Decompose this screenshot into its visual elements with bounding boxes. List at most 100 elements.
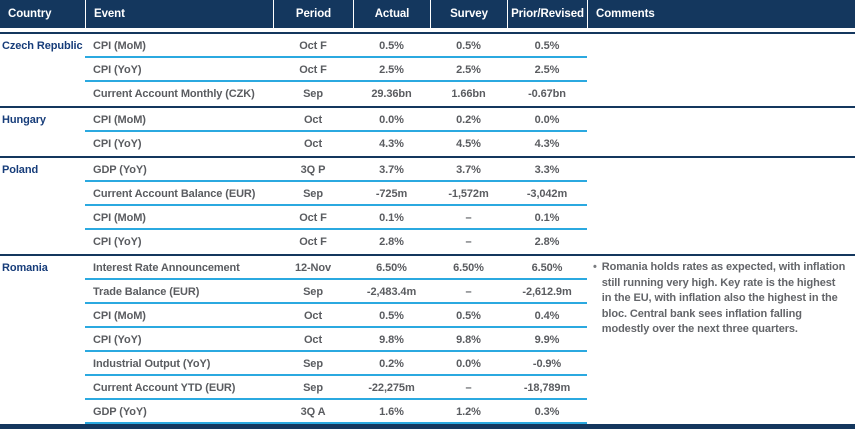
table-row: CPI (YoY) Oct 9.8% 9.8% 9.9% [0,328,855,352]
table-row: CPI (YoY) Oct F 2.5% 2.5% 2.5% [0,58,855,82]
comment-note: • Romania holds rates as expected, with i… [593,260,847,338]
event-cell: Current Account Balance (EUR) [93,188,256,200]
table-row: CPI (YoY) Oct F 2.8% – 2.8% [0,230,855,254]
actual-cell: -22,275m [368,382,415,394]
bottom-border-bar [0,424,855,429]
survey-cell: – [465,382,472,394]
country-group: Poland GDP (YoY) 3Q P 3.7% 3.7% 3.3% Current A… [0,158,855,256]
prior-cell: 0.3% [534,406,560,418]
column-header-country: Country [8,8,52,20]
country-cell: Hungary [2,114,46,126]
actual-cell: 4.3% [379,138,404,150]
period-cell: Sep [303,382,323,394]
country-cell: Romania [2,262,48,274]
prior-cell: 0.5% [534,40,560,52]
period-cell: Oct [303,310,323,322]
prior-cell: 3.3% [534,164,560,176]
actual-cell: 2.5% [379,64,404,76]
period-cell: 12-Nov [294,262,332,274]
actual-cell: 1.6% [379,406,404,418]
column-header-comments: Comments [587,0,855,28]
prior-cell: -0.9% [532,358,562,370]
prior-cell: 2.5% [534,64,560,76]
period-cell: Oct [303,114,323,126]
actual-cell: 2.8% [379,236,404,248]
period-cell: Oct [303,138,323,150]
survey-cell: 1.2% [456,406,481,418]
actual-cell: 0.5% [379,40,404,52]
table-row: Czech Republic CPI (MoM) Oct F 0.5% 0.5% 0.5% [0,34,855,58]
column-header-prior-revised: Prior/Revised [507,0,587,28]
prior-cell: 2.8% [534,236,560,248]
survey-cell: 0.5% [456,310,481,322]
event-cell: Trade Balance (EUR) [93,286,200,298]
column-header-period: Period [273,0,353,28]
event-cell: CPI (YoY) [93,138,142,150]
event-cell: CPI (MoM) [93,212,146,224]
table-row: Industrial Output (YoY) Sep 0.2% 0.0% -0.9% [0,352,855,376]
prior-cell: 0.4% [534,310,560,322]
country-group: Hungary CPI (MoM) Oct 0.0% 0.2% 0.0% CPI (YoY)… [0,108,855,158]
table-row: GDP (YoY) 3Q A 1.6% 1.2% 0.3% [0,400,855,424]
event-cell: Interest Rate Announcement [93,262,240,274]
column-header-event: Event [85,0,273,28]
survey-cell: – [465,236,472,248]
event-cell: CPI (MoM) [93,114,146,126]
survey-cell: 6.50% [453,262,484,274]
comment-text: Romania holds rates as expected, with in… [601,261,846,335]
survey-cell: 2.5% [456,64,481,76]
event-cell: Current Account YTD (EUR) [93,382,236,394]
table-body: Czech Republic CPI (MoM) Oct F 0.5% 0.5% 0.5%… [0,32,855,424]
prior-cell: 0.1% [534,212,560,224]
survey-cell: 3.7% [456,164,481,176]
column-header-survey: Survey [430,0,507,28]
period-cell: Oct F [299,236,327,248]
survey-cell: -1,572m [448,188,489,200]
period-cell: Oct F [299,212,327,224]
prior-cell: 6.50% [531,262,563,274]
table-row: Current Account Monthly (CZK) Sep 29.36bn 1… [0,82,855,106]
survey-cell: 0.2% [456,114,481,126]
actual-cell: 3.7% [379,164,404,176]
table-row: CPI (MoM) Oct F 0.1% – 0.1% [0,206,855,230]
table-row: Poland GDP (YoY) 3Q P 3.7% 3.7% 3.3% [0,158,855,182]
actual-cell: 0.2% [379,358,404,370]
bullet-icon: • [593,261,597,273]
column-header-actual: Actual [353,0,430,28]
actual-cell: -2,483.4m [366,286,417,298]
period-cell: Sep [303,188,323,200]
survey-cell: 9.8% [456,334,481,346]
actual-cell: -725m [375,188,408,200]
event-cell: GDP (YoY) [93,164,147,176]
prior-cell: -0.67bn [528,88,566,100]
event-cell: CPI (YoY) [93,236,142,248]
table-row: Current Account Balance (EUR) Sep -725m -1,… [0,182,855,206]
survey-cell: 0.0% [456,358,481,370]
prior-cell: -2,612.9m [522,286,572,298]
survey-cell: – [465,286,472,298]
country-group: Romania Interest Rate Announcement 12-Nov 6… [0,256,855,424]
period-cell: Oct F [299,40,327,52]
actual-cell: 29.36bn [371,88,412,100]
table-row: Current Account YTD (EUR) Sep -22,275m – -18… [0,376,855,400]
event-cell: CPI (YoY) [93,64,142,76]
actual-cell: 9.8% [379,334,404,346]
event-cell: Current Account Monthly (CZK) [93,88,255,100]
survey-cell: 4.5% [456,138,481,150]
table-row: Trade Balance (EUR) Sep -2,483.4m – -2,612.9… [0,280,855,304]
country-group: Czech Republic CPI (MoM) Oct F 0.5% 0.5% 0.5%… [0,34,855,108]
period-cell: 3Q A [300,406,326,418]
country-cell: Poland [2,164,39,176]
survey-cell: 0.5% [456,40,481,52]
period-cell: 3Q P [300,164,326,176]
table-row: Romania Interest Rate Announcement 12-Nov 6… [0,256,855,280]
period-cell: Sep [303,358,323,370]
event-cell: Industrial Output (YoY) [93,358,211,370]
survey-cell: – [465,212,472,224]
table-row: CPI (YoY) Oct 4.3% 4.5% 4.3% [0,132,855,156]
event-cell: CPI (YoY) [93,334,142,346]
period-cell: Sep [303,88,323,100]
event-cell: GDP (YoY) [93,406,147,418]
actual-cell: 6.50% [376,262,407,274]
